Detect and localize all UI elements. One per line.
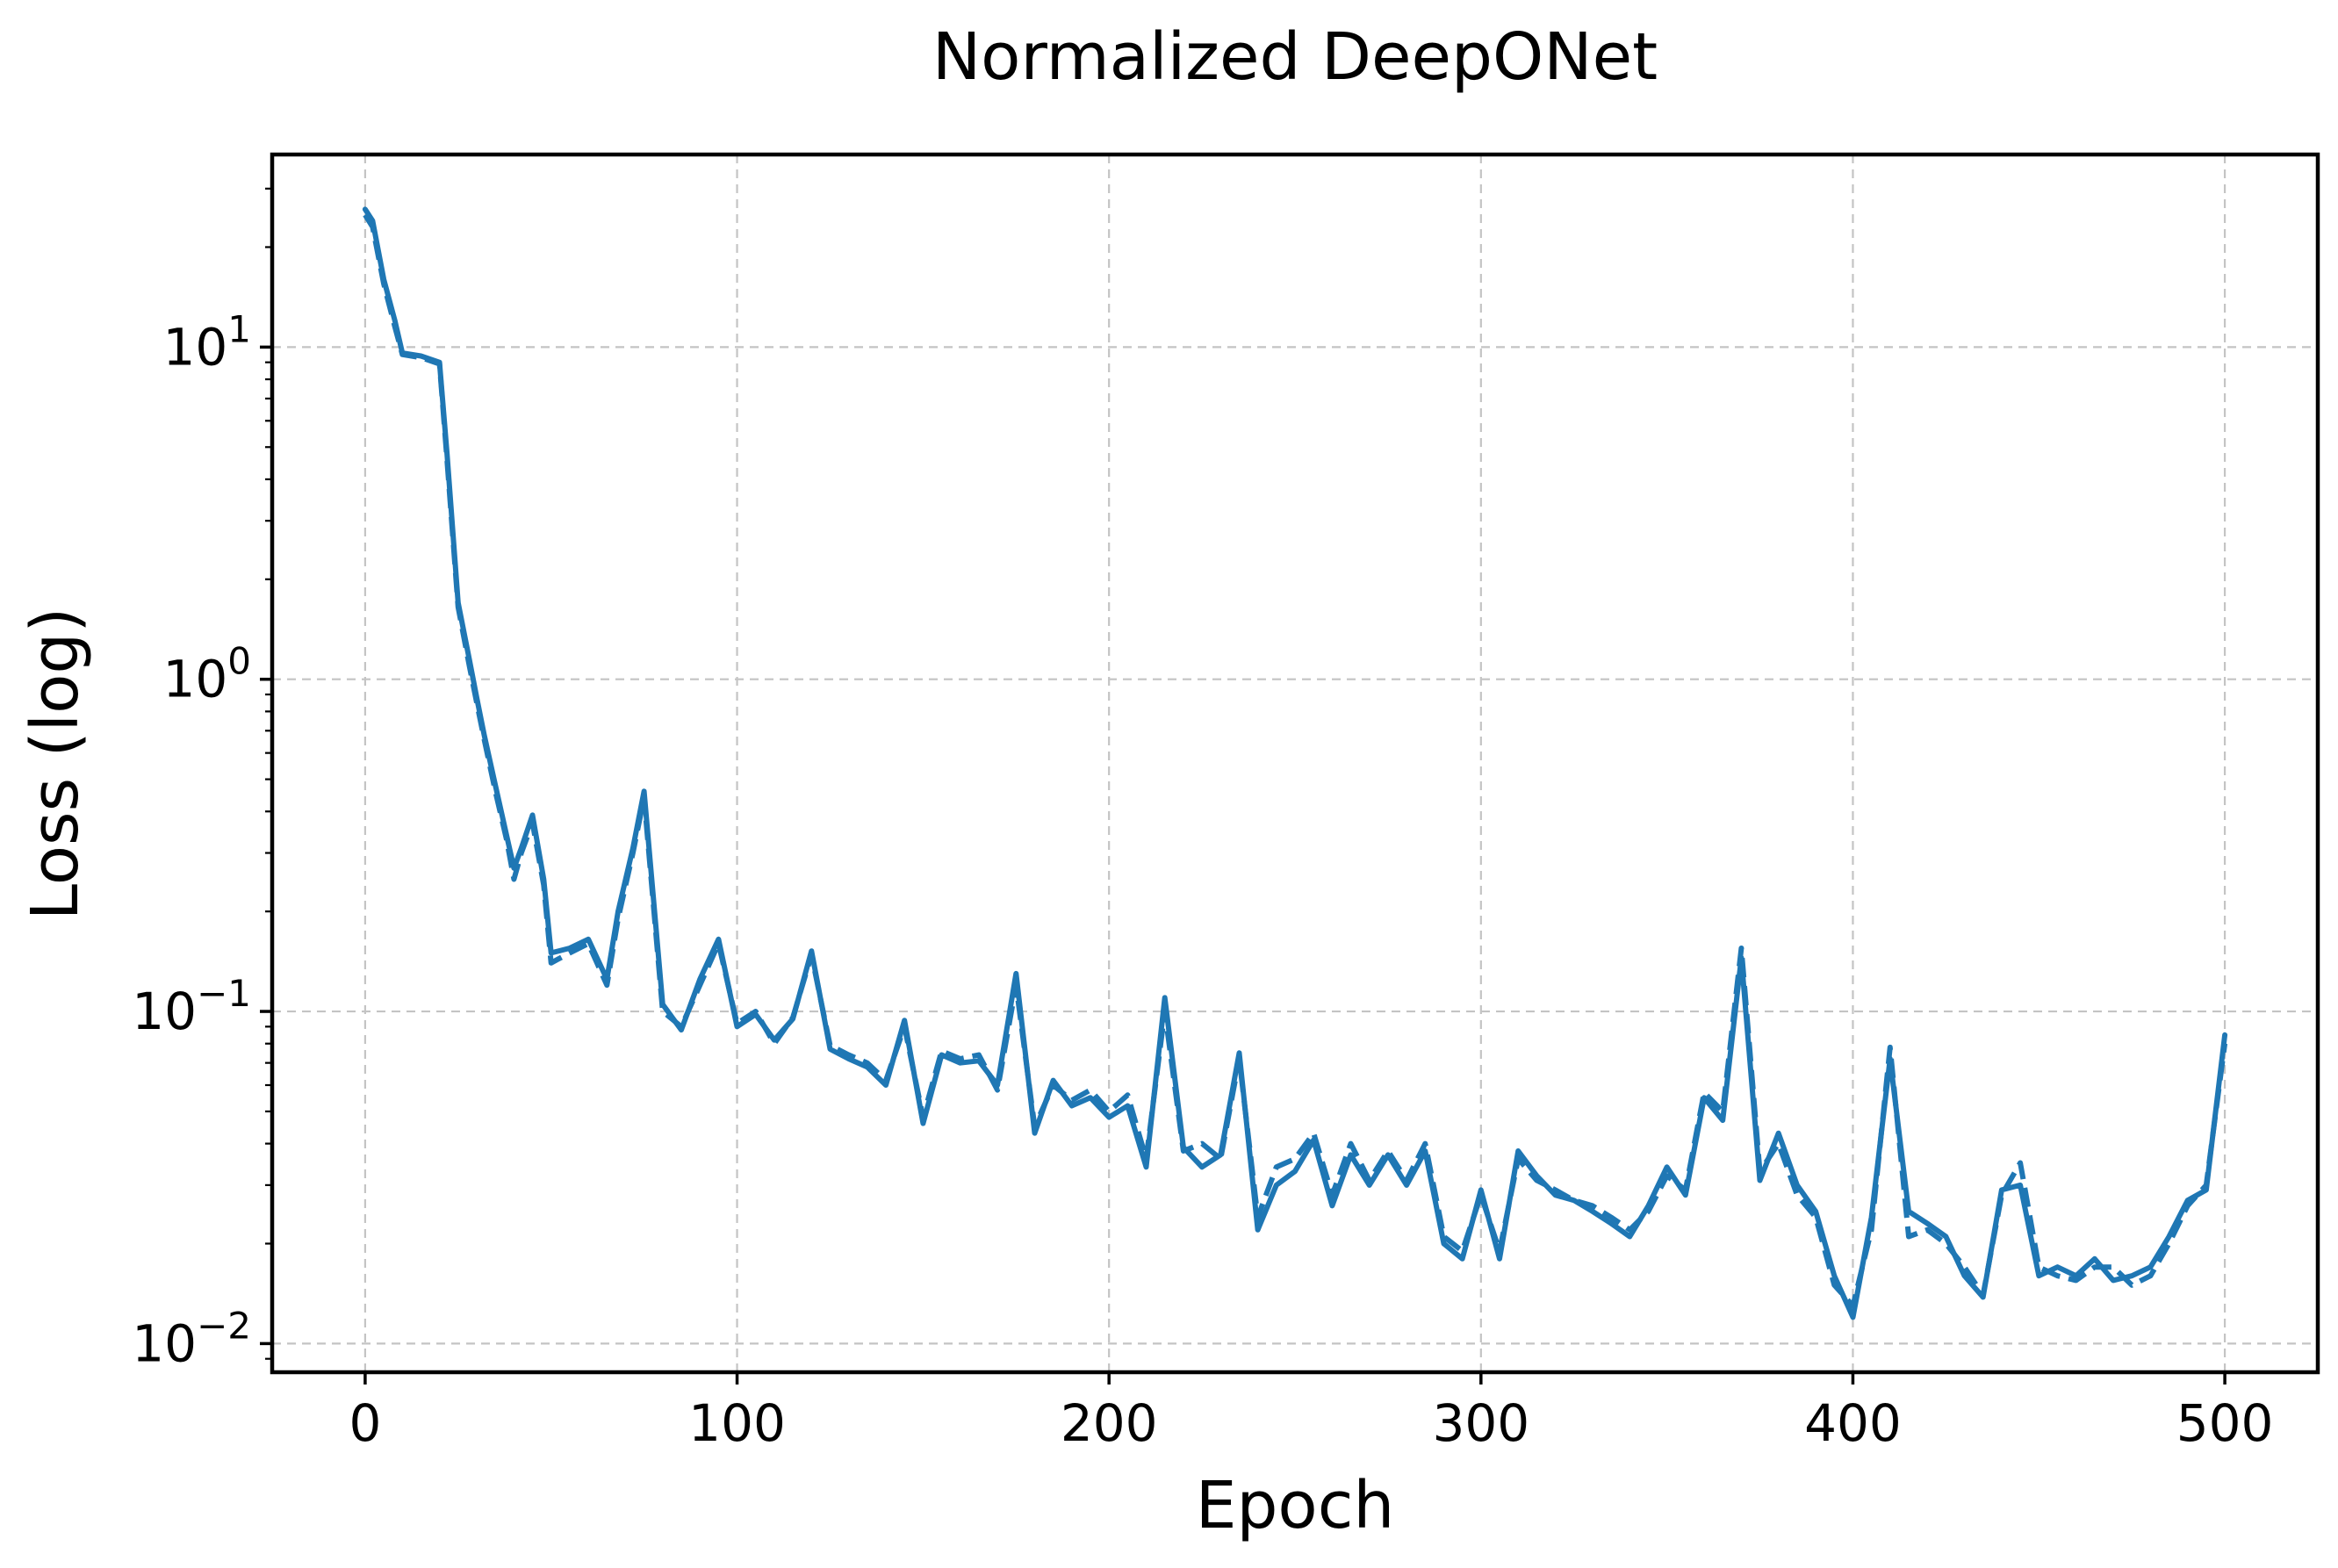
y-tick-label: 100	[162, 640, 251, 709]
grid-lines	[272, 155, 2318, 1372]
y-axis-label: Loss (log)	[18, 608, 93, 920]
dashed-loss-line	[363, 213, 2228, 1309]
x-tick-label: 100	[688, 1393, 786, 1453]
x-tick-label: 500	[2176, 1393, 2274, 1453]
y-tick-label: 101	[162, 307, 251, 377]
plot-frame	[270, 152, 2320, 1375]
x-tick-label: 400	[1804, 1393, 1902, 1453]
solid-loss-line	[362, 206, 2228, 1320]
chart-title: Normalized DeepONet	[932, 19, 1658, 95]
axis-ticks: 0 100 200 300 400 500 10−2 10−1 100 101	[132, 187, 2274, 1453]
x-axis-label: Epoch	[1196, 1468, 1395, 1543]
x-tick-label: 0	[349, 1393, 381, 1453]
plot-lines	[362, 206, 2228, 1320]
y-tick-label: 10−1	[132, 972, 251, 1041]
x-tick-label: 200	[1061, 1393, 1158, 1453]
x-tick-label: 300	[1432, 1393, 1529, 1453]
y-tick-label: 10−2	[132, 1304, 251, 1373]
